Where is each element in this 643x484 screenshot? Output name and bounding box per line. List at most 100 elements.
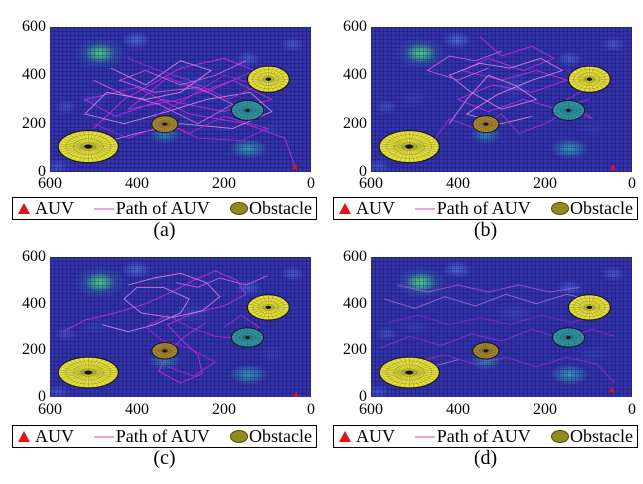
x-tick-label: 400 [446, 175, 470, 192]
legend-label-obstacle: Obstacle [249, 198, 312, 218]
auv-path [431, 70, 594, 144]
subplot-b: AUV Path of AUV Obstacle (b) 600 400 200 0 6… [321, 0, 642, 242]
y-tick-label: 400 [22, 294, 46, 312]
auv-path [176, 275, 268, 288]
x-tick-label: 400 [125, 401, 149, 418]
y-tick-label: 600 [343, 248, 367, 265]
obstacle-ellipse [472, 115, 500, 134]
legend-b: AUV Path of AUV Obstacle [333, 197, 638, 220]
obstacle-ellipse [246, 294, 290, 321]
x-tick-label: 200 [533, 401, 557, 418]
obstacle-ellipse [567, 65, 611, 93]
heatmap-plot-d [371, 257, 632, 397]
x-tick-label: 0 [307, 175, 315, 192]
y-tick-label: 200 [22, 114, 46, 132]
obstacle-ellipse [230, 327, 265, 348]
heatmap-plot-c [50, 257, 311, 397]
y-tick-label: 600 [22, 18, 46, 35]
y-tick-label: 0 [359, 388, 367, 405]
y-tick-label: 200 [22, 341, 46, 359]
x-tick-label: 200 [212, 175, 236, 192]
y-tick-label: 0 [38, 388, 46, 405]
x-tick-label: 0 [307, 401, 315, 418]
legend-label-obstacle: Obstacle [570, 198, 633, 218]
auv-path [102, 272, 221, 333]
legend-label-path: Path of AUV [115, 198, 210, 218]
y-tick-label: 200 [343, 341, 367, 359]
x-tick-label: 0 [628, 175, 636, 192]
legend-label-path: Path of AUV [436, 426, 531, 446]
legend-label-path: Path of AUV [436, 198, 531, 218]
y-tick-label: 400 [22, 66, 46, 84]
auv-marker [609, 163, 616, 170]
plot-canvas [57, 270, 300, 397]
obstacle-ellipse [230, 99, 265, 121]
auv-marker [291, 163, 298, 170]
x-tick-label: 0 [628, 401, 636, 418]
plot-canvas [378, 36, 616, 170]
auv-path [388, 314, 602, 326]
legend-label-auv: AUV [356, 426, 395, 446]
x-tick-label: 200 [212, 401, 236, 418]
caption-c: (c) [153, 447, 176, 469]
auv-path [383, 293, 598, 309]
obstacle-ellipse [567, 294, 611, 321]
auv-marker [293, 391, 300, 397]
auv-path [93, 60, 246, 125]
auv-triangle-icon [18, 203, 30, 214]
legend-label-auv: AUV [356, 198, 395, 218]
heatmap-plot-a [50, 27, 311, 172]
obstacle-ellipse [151, 115, 179, 134]
obstacle-ellipse-icon [550, 202, 570, 215]
caption-b: (b) [473, 219, 498, 241]
auv-marker [608, 386, 615, 393]
obstacle-ellipse [378, 356, 440, 389]
legend-label-auv: AUV [35, 198, 74, 218]
auv-triangle-icon [18, 431, 30, 442]
y-tick-label: 600 [343, 18, 367, 35]
caption-d: (d) [473, 447, 498, 469]
obstacle-ellipse [472, 342, 500, 360]
auv-path [448, 57, 564, 125]
y-tick-label: 200 [343, 114, 367, 132]
x-tick-label: 600 [38, 401, 62, 418]
y-tick-label: 400 [343, 66, 367, 84]
x-tick-label: 200 [533, 175, 557, 192]
auv-path [144, 314, 260, 377]
path-line-icon [94, 435, 114, 438]
legend-label-obstacle: Obstacle [249, 426, 312, 446]
plot-canvas [378, 284, 615, 393]
subplot-c: AUV Path of AUV Obstacle (c) 600 400 200 0 6… [0, 242, 321, 484]
obstacle-ellipse-icon [229, 430, 249, 443]
legend-label-obstacle: Obstacle [570, 426, 633, 446]
subplot-a: AUV Path of AUV Obstacle (a) 600 400 200 0 6… [0, 0, 321, 242]
y-tick-label: 400 [343, 294, 367, 312]
y-tick-label: 0 [359, 163, 367, 180]
obstacle-ellipse [551, 327, 586, 348]
subplot-d: AUV Path of AUV Obstacle (d) 600 400 200 0 6… [321, 242, 642, 484]
legend-label-path: Path of AUV [115, 426, 210, 446]
auv-path [414, 354, 615, 384]
x-tick-label: 600 [359, 401, 383, 418]
obstacle-ellipse-icon [550, 430, 570, 443]
path-line-icon [415, 435, 435, 438]
auv-path [83, 60, 273, 144]
legend-d: AUV Path of AUV Obstacle [333, 425, 638, 448]
obstacle-ellipse [551, 99, 586, 121]
obstacle-ellipse [57, 130, 119, 164]
x-tick-label: 400 [125, 175, 149, 192]
auv-path [426, 50, 502, 81]
y-tick-label: 0 [38, 163, 46, 180]
obstacle-ellipse-icon [229, 202, 249, 215]
path-line-icon [415, 207, 435, 210]
obstacle-ellipse [378, 130, 440, 164]
obstacle-ellipse [151, 342, 179, 360]
path-line-icon [94, 207, 114, 210]
auv-path [456, 36, 589, 113]
legend-a: AUV Path of AUV Obstacle [12, 197, 317, 220]
obstacle-ellipse [57, 356, 119, 389]
heatmap-plot-b [371, 27, 632, 172]
x-tick-label: 600 [359, 175, 383, 192]
x-tick-label: 400 [446, 401, 470, 418]
auv-triangle-icon [339, 203, 351, 214]
